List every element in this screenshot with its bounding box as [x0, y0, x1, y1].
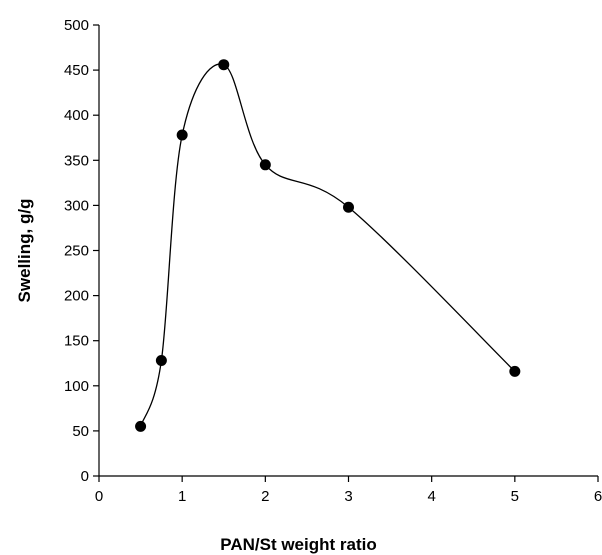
- data-point: [218, 59, 230, 71]
- x-tick-label: 5: [511, 488, 519, 505]
- data-points: [135, 59, 521, 432]
- data-point: [343, 201, 354, 213]
- y-tick-label: 0: [81, 468, 89, 485]
- data-point: [509, 365, 521, 377]
- x-tick-label: 2: [261, 488, 269, 505]
- data-point: [176, 129, 188, 141]
- x-tick-label: 1: [178, 488, 186, 505]
- y-tick-label: 300: [64, 197, 89, 214]
- x-ticks: 0 1 2 3 4 5 6: [95, 476, 602, 505]
- y-axis-title: Swelling, g/g: [15, 199, 34, 303]
- data-point: [135, 420, 147, 432]
- x-tick-label: 3: [344, 488, 352, 505]
- y-ticks: 0 50 100 150 200 250 300 350 400 450 500: [64, 17, 99, 485]
- axes: [98, 25, 598, 477]
- x-tick-label: 0: [95, 488, 103, 505]
- x-axis-title: PAN/St weight ratio: [220, 535, 376, 554]
- y-tick-label: 500: [64, 17, 89, 34]
- x-tick-label: 6: [594, 488, 602, 505]
- plot-area: [135, 59, 521, 432]
- series-curve: [139, 63, 516, 427]
- x-tick-label: 4: [427, 488, 435, 505]
- y-tick-label: 200: [64, 288, 89, 305]
- y-tick-label: 450: [64, 62, 89, 79]
- data-point: [259, 159, 271, 171]
- y-tick-label: 100: [64, 378, 89, 395]
- y-tick-label: 350: [64, 152, 89, 169]
- y-tick-label: 250: [64, 243, 89, 260]
- y-tick-label: 400: [64, 107, 89, 124]
- y-tick-label: 150: [64, 333, 89, 350]
- data-point: [155, 355, 167, 367]
- y-tick-label: 50: [72, 423, 89, 440]
